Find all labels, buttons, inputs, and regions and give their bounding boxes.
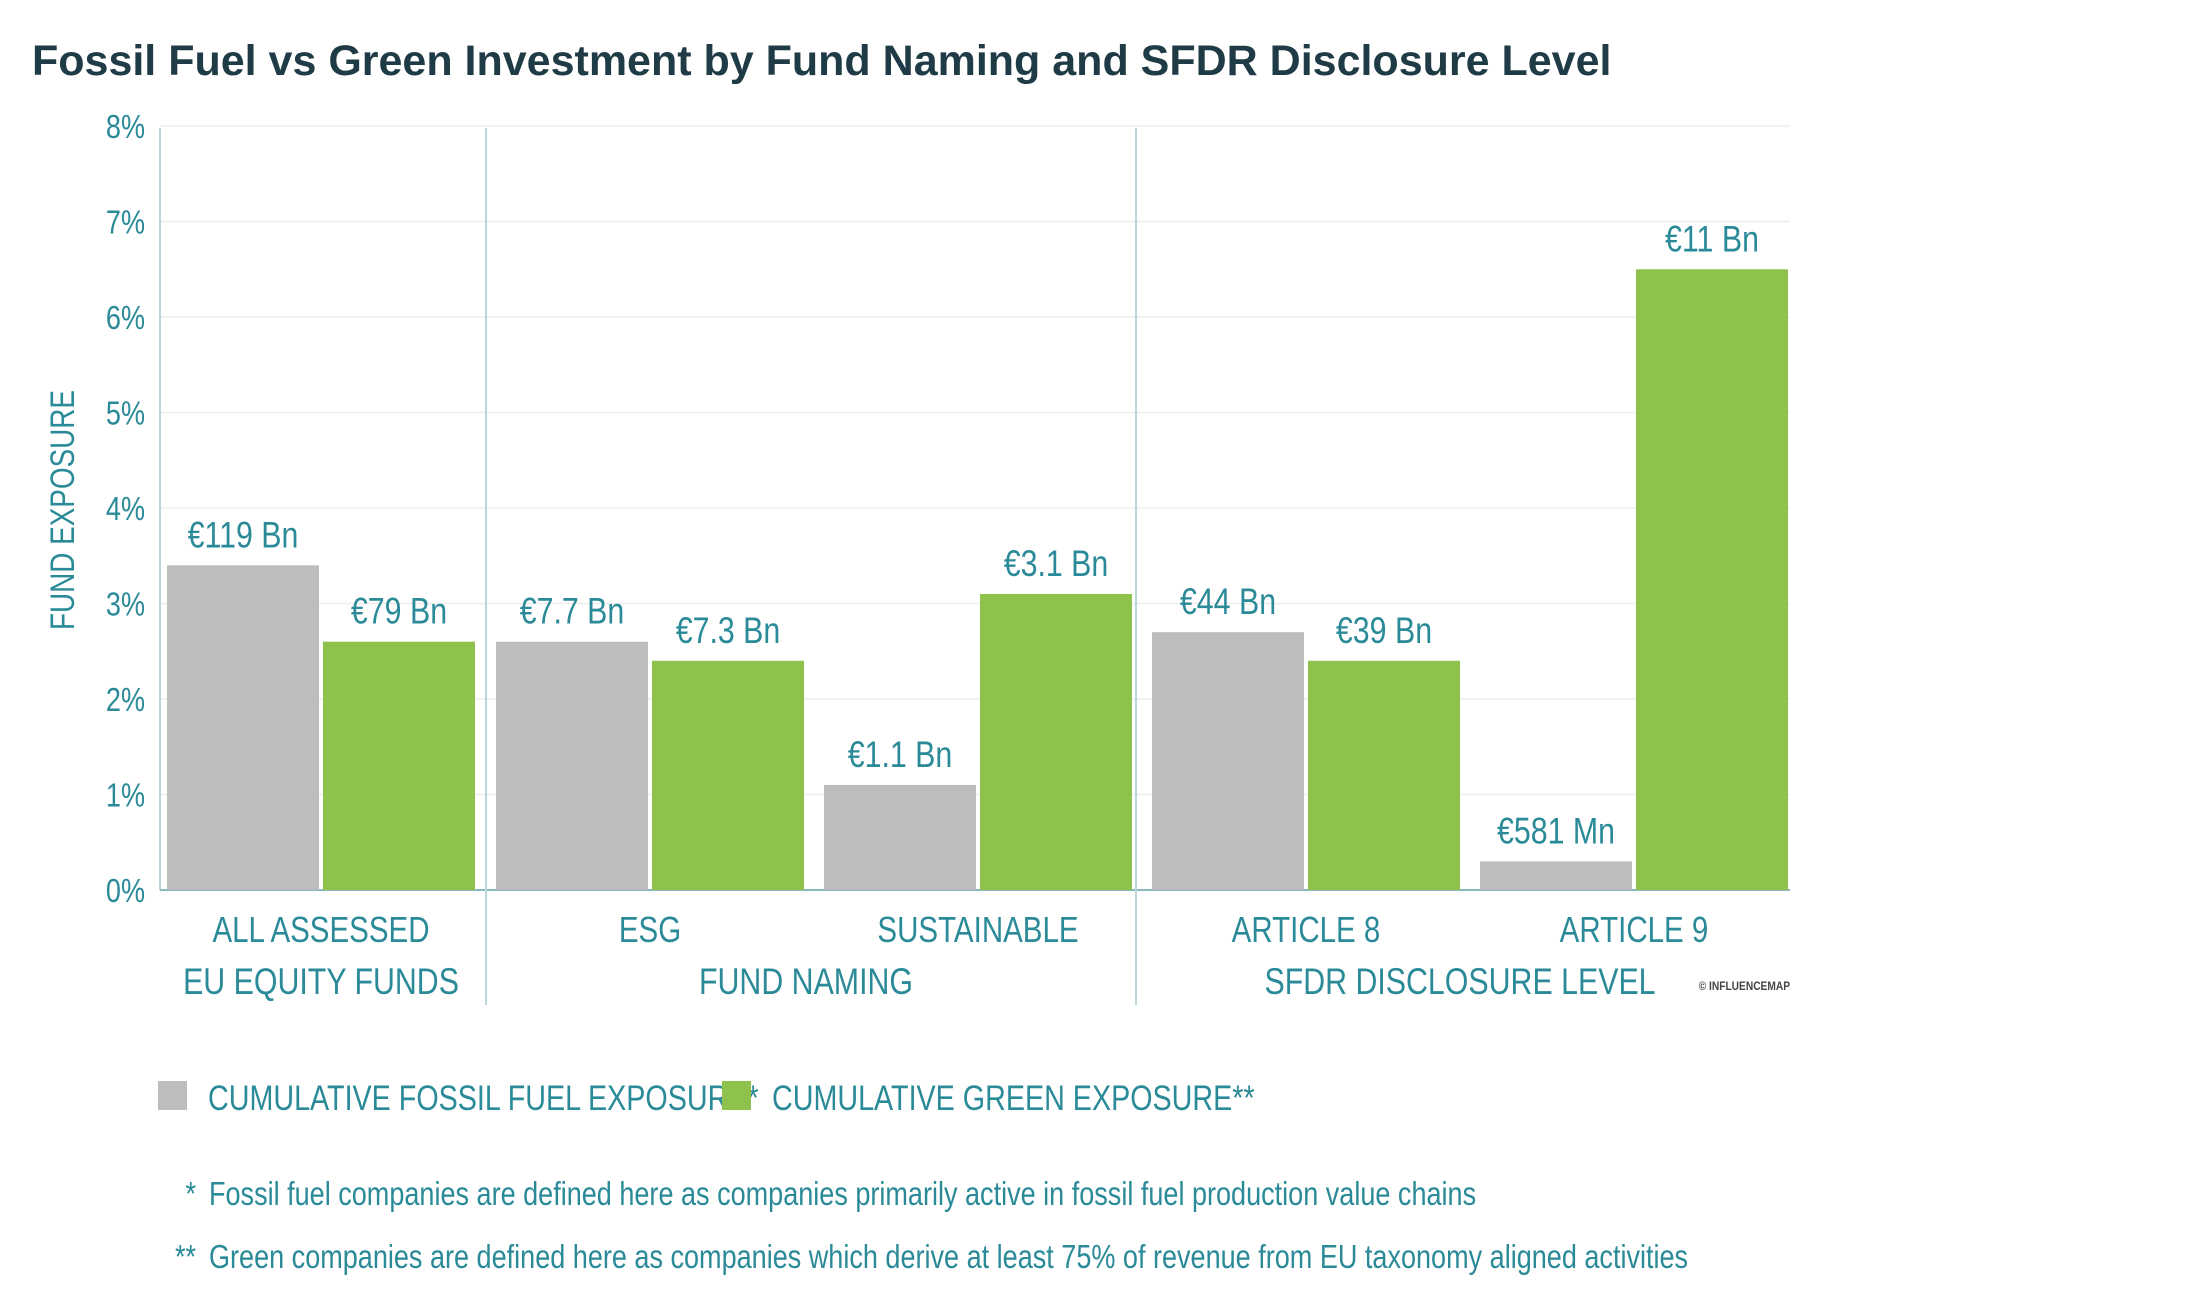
chart-title: Fossil Fuel vs Green Investment by Fund …	[32, 37, 1611, 85]
bar-green	[1308, 660, 1460, 890]
y-tick-label: 5%	[106, 396, 145, 432]
footnote-mark-1: *	[185, 1177, 196, 1213]
y-tick-label: 7%	[106, 205, 145, 241]
x-tick-label: ARTICLE 8	[1232, 909, 1381, 949]
bar-value-label: €39 Bn	[1336, 610, 1432, 652]
credit: © INFLUENCEMAP	[1699, 980, 1791, 993]
bar-fossil	[167, 565, 319, 890]
legend: CUMULATIVE FOSSIL FUEL EXPOSURE* CUMULAT…	[158, 1078, 1255, 1118]
bar-fossil	[496, 641, 648, 890]
bar-value-label: €1.1 Bn	[848, 734, 953, 776]
bar-green	[1636, 269, 1788, 890]
y-tick-label: 6%	[106, 301, 145, 337]
y-tick-label: 8%	[106, 110, 145, 146]
group-label-fund-naming: FUND NAMING	[699, 961, 913, 1003]
footnote-text-2: Green companies are defined here as comp…	[209, 1240, 1688, 1276]
bar-value-label: €7.3 Bn	[676, 610, 781, 652]
bar-value-label: €581 Mn	[1497, 811, 1615, 853]
bar-fossil	[1152, 632, 1304, 890]
x-tick-label: EU EQUITY FUNDS	[183, 961, 459, 1003]
footnote-mark-2: **	[175, 1240, 196, 1276]
bar-value-label: €11 Bn	[1665, 218, 1759, 260]
y-tick-label: 4%	[106, 492, 145, 528]
bar-green	[323, 641, 475, 890]
x-tick-label: ARTICLE 9	[1560, 909, 1709, 949]
bar-green	[980, 593, 1132, 890]
y-tick-label: 3%	[106, 587, 145, 623]
footnotes: * Fossil fuel companies are defined here…	[175, 1177, 1688, 1276]
x-axis-labels: ALL ASSESSED EU EQUITY FUNDS ESG SUSTAINABL…	[183, 909, 1708, 1003]
bar-value-label: €79 Bn	[351, 591, 447, 633]
legend-label-green: CUMULATIVE GREEN EXPOSURE**	[772, 1078, 1255, 1117]
y-axis-label: FUND EXPOSURE	[43, 390, 81, 630]
bar-value-label: €7.7 Bn	[520, 591, 625, 633]
footnote-text-1: Fossil fuel companies are defined here a…	[209, 1177, 1476, 1213]
legend-swatch-fossil	[158, 1081, 187, 1110]
bar-fossil	[824, 784, 976, 890]
bar-value-label: €119 Bn	[188, 514, 299, 556]
bar-value-label: €44 Bn	[1180, 581, 1276, 623]
y-tick-label: 0%	[106, 874, 145, 910]
bars	[167, 269, 1788, 890]
bar-fossil	[1480, 861, 1632, 890]
bar-value-label: €3.1 Bn	[1004, 543, 1109, 585]
group-label-sfdr: SFDR DISCLOSURE LEVEL	[1264, 961, 1655, 1003]
x-tick-label: ALL ASSESSED	[212, 909, 429, 949]
legend-label-fossil: CUMULATIVE FOSSIL FUEL EXPOSURE*	[208, 1078, 759, 1117]
y-tick-label: 2%	[106, 683, 145, 719]
x-tick-label: SUSTAINABLE	[877, 909, 1078, 949]
y-axis-ticks: 0% 1% 2% 3% 4% 5% 6% 7% 8%	[106, 110, 145, 910]
legend-swatch-green	[722, 1081, 751, 1110]
x-tick-label: ESG	[619, 909, 681, 949]
bar-value-labels: €119 Bn €79 Bn €7.7 Bn €7.3 Bn €1.1 Bn €3.1 B…	[188, 218, 1759, 852]
bar-green	[652, 660, 804, 890]
y-tick-label: 1%	[106, 778, 145, 814]
